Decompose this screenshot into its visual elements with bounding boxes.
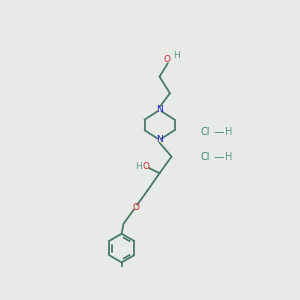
Text: O: O: [132, 203, 139, 212]
Text: H: H: [225, 127, 232, 137]
Text: H: H: [225, 152, 232, 162]
Text: —: —: [214, 152, 224, 162]
Text: H: H: [135, 162, 142, 171]
Text: O: O: [164, 55, 170, 64]
Text: H: H: [173, 51, 180, 60]
Text: O: O: [142, 162, 150, 171]
Text: Cl: Cl: [201, 127, 211, 137]
Text: N: N: [156, 105, 163, 114]
Text: N: N: [156, 135, 163, 144]
Text: Cl: Cl: [201, 152, 211, 162]
Text: —: —: [214, 127, 224, 137]
